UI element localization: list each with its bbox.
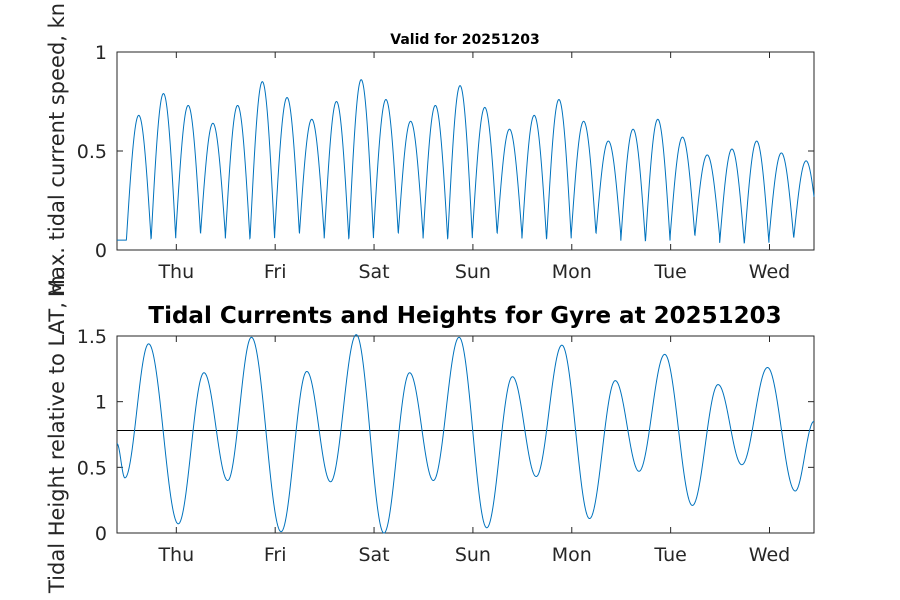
current-speed-axes: Valid for 20251203 Thu Fri Sat Sun Mon Tue Wed…	[45, 3, 815, 297]
x-tick-label: Thu	[157, 261, 194, 283]
height-chart-title: Tidal Currents and Heights for Gyre at 2…	[148, 303, 781, 329]
current-plot-area	[116, 51, 815, 251]
y-tick-label: 0	[95, 240, 107, 262]
x-tick-label: Sun	[455, 261, 491, 283]
y-tick-label: 0.5	[77, 141, 107, 163]
current-y-ticks: 00.51	[77, 42, 814, 262]
current-x-ticks: Thu Fri Sat Sun Mon Tue Wed	[157, 52, 790, 283]
y-tick-label: 0.5	[77, 457, 107, 479]
height-y-axis-label: Tidal Height relative to LAT, m	[45, 275, 69, 594]
current-speed-line	[117, 79, 815, 244]
current-y-axis-label: Max. tidal current speed, kn	[45, 3, 69, 297]
x-tick-label: Fri	[264, 544, 287, 566]
x-tick-label: Mon	[552, 261, 592, 283]
x-tick-label: Fri	[264, 261, 287, 283]
tidal-height-axes: Tidal Currents and Heights for Gyre at 2…	[45, 275, 815, 594]
tidal-height-line	[116, 334, 815, 534]
y-tick-label: 0	[95, 523, 107, 545]
y-tick-label: 1	[95, 392, 107, 414]
current-chart-title: Valid for 20251203	[390, 32, 539, 48]
x-tick-label: Sat	[358, 544, 389, 566]
x-tick-label: Thu	[157, 544, 194, 566]
x-tick-label: Wed	[749, 544, 790, 566]
y-tick-label: 1	[95, 42, 107, 64]
x-tick-label: Tue	[653, 544, 686, 566]
x-tick-label: Tue	[653, 261, 686, 283]
x-tick-label: Mon	[552, 544, 592, 566]
height-plot-area	[116, 335, 815, 534]
x-tick-label: Sun	[455, 544, 491, 566]
height-x-ticks: Thu Fri Sat Sun Mon Tue Wed	[157, 336, 790, 566]
x-tick-label: Sat	[358, 261, 389, 283]
x-tick-label: Wed	[749, 261, 790, 283]
height-y-ticks: 0 0.5 1 1.5	[77, 326, 814, 545]
y-tick-label: 1.5	[77, 326, 107, 348]
